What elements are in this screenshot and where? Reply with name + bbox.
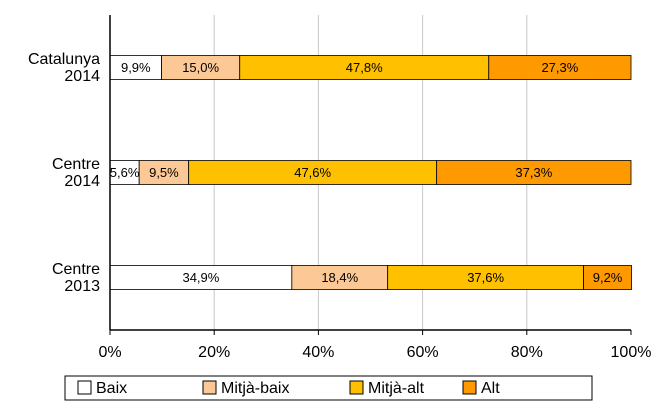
value-label: 9,5% <box>149 165 179 180</box>
category-label: Centre 2014 <box>51 155 100 190</box>
bar-segment <box>436 160 632 185</box>
legend-swatch <box>202 380 217 395</box>
x-tick-label: 40% <box>302 344 334 361</box>
x-tick-label: 20% <box>198 344 230 361</box>
value-label: 37,6% <box>467 270 504 285</box>
x-tick-label: 0% <box>98 344 121 361</box>
value-label: 37,3% <box>515 165 552 180</box>
legend-swatch <box>77 380 92 395</box>
bar-segment <box>188 160 438 185</box>
bar-segment <box>291 265 389 290</box>
value-label: 18,4% <box>321 270 358 285</box>
legend-box <box>64 375 593 401</box>
value-label: 5,6% <box>110 165 140 180</box>
legend-swatch <box>462 380 477 395</box>
value-label: 47,6% <box>294 165 331 180</box>
value-label: 15,0% <box>182 60 219 75</box>
x-tick-label: 80% <box>511 344 543 361</box>
value-label: 47,8% <box>346 60 383 75</box>
legend-label: Baix <box>96 380 127 397</box>
x-tick-label: 100% <box>611 344 652 361</box>
bar-segment <box>109 265 293 290</box>
legend-label: Mitjà-baix <box>221 380 289 397</box>
legend-label: Alt <box>481 380 500 397</box>
value-label: 9,2% <box>593 270 623 285</box>
legend-swatch <box>349 380 364 395</box>
value-label: 27,3% <box>541 60 578 75</box>
bar-segment <box>239 55 490 80</box>
bar-segment <box>583 265 632 290</box>
bar-segment <box>161 55 241 80</box>
value-label: 9,9% <box>121 60 151 75</box>
bar-segment <box>488 55 632 80</box>
value-label: 34,9% <box>182 270 219 285</box>
x-tick-label: 60% <box>407 344 439 361</box>
category-label: Centre 2013 <box>51 260 100 295</box>
category-label: Catalunya 2014 <box>27 50 100 85</box>
legend-label: Mitjà-alt <box>368 380 425 397</box>
